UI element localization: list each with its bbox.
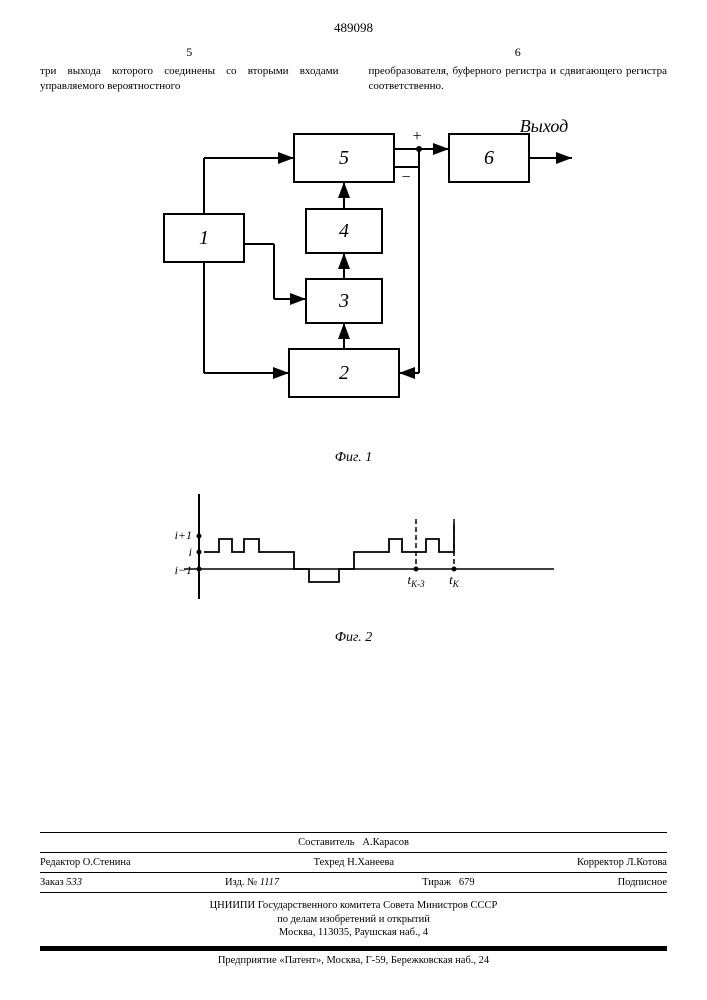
col-text-right: преобразователя, буферного регистра и сд… bbox=[369, 65, 668, 92]
plus-label: + bbox=[412, 128, 421, 145]
techred-label: Техред bbox=[314, 857, 345, 868]
svg-text:tK-3: tK-3 bbox=[407, 572, 425, 589]
ylabel-iplus1: i+1 bbox=[174, 528, 191, 542]
ylabel-i: i bbox=[188, 545, 191, 559]
techred-name: Н.Ханеева bbox=[347, 857, 394, 868]
corrector-label: Корректор bbox=[577, 857, 624, 868]
output-label: Выход bbox=[519, 116, 568, 136]
col-text-left: три выхода которого соединены со вторыми… bbox=[40, 65, 339, 92]
col-number-left: 5 bbox=[40, 44, 339, 60]
tirazh-value: 679 bbox=[459, 877, 475, 888]
editor-name: О.Стенина bbox=[83, 857, 131, 868]
publisher: Предприятие «Патент», Москва, Г-59, Бере… bbox=[40, 950, 667, 970]
corrector-name: Л.Котова bbox=[626, 857, 667, 868]
two-column-text: 5 три выхода которого соединены со вторы… bbox=[40, 44, 667, 94]
svg-text:tK: tK bbox=[449, 572, 460, 589]
document-number: 489098 bbox=[40, 20, 667, 36]
figure-2: i+1 i i−1 tK-3 tK Фиг. 2 bbox=[40, 484, 667, 664]
block-4-label: 4 bbox=[339, 220, 349, 242]
compiler-label: Составитель bbox=[298, 837, 354, 848]
fig1-caption: Фиг. 1 bbox=[335, 450, 373, 466]
izd-value: 1117 bbox=[260, 877, 279, 888]
minus-label: − bbox=[401, 169, 410, 186]
block-2-label: 2 bbox=[339, 362, 349, 384]
col-number-right: 6 bbox=[369, 44, 668, 60]
xlabel-tk3-sub: K-3 bbox=[410, 579, 425, 589]
fig2-caption: Фиг. 2 bbox=[335, 630, 373, 646]
order-label: Заказ bbox=[40, 877, 64, 888]
compiler-name: А.Карасов bbox=[362, 837, 409, 848]
tirazh-label: Тираж bbox=[422, 877, 451, 888]
subscribe-label: Подписное bbox=[618, 877, 667, 888]
block-5-label: 5 bbox=[339, 147, 349, 169]
organization: ЦНИИПИ Государственного комитета Совета … bbox=[40, 893, 667, 947]
block-3-label: 3 bbox=[338, 290, 349, 312]
block-1-label: 1 bbox=[199, 227, 209, 249]
ylabel-iminus1: i−1 bbox=[174, 563, 191, 577]
izd-label: Изд. № bbox=[225, 877, 257, 888]
figure-1: 1 5 4 3 2 6 bbox=[40, 114, 667, 484]
order-value: 533 bbox=[66, 877, 82, 888]
editor-label: Редактор bbox=[40, 857, 80, 868]
footer: Составитель А.Карасов Редактор О.Стенина… bbox=[40, 832, 667, 970]
xlabel-tk-sub: K bbox=[451, 579, 459, 589]
block-6-label: 6 bbox=[484, 147, 494, 169]
